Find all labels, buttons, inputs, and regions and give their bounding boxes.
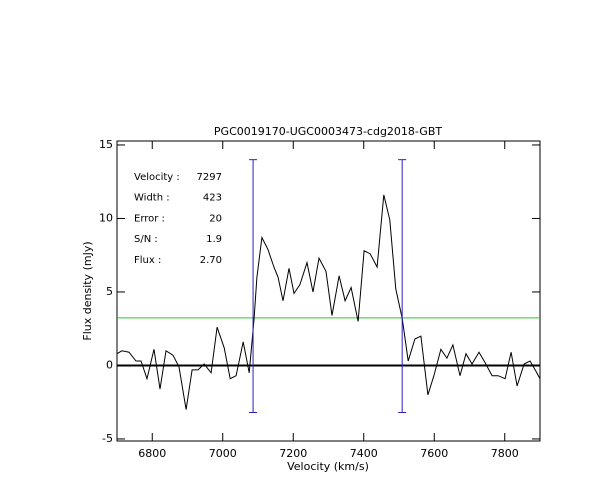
- annotation-value: 20: [209, 213, 222, 224]
- annotation-label: Flux :: [134, 255, 161, 266]
- annotation-value: 1.9: [206, 234, 222, 245]
- y-tick-label: 5: [106, 285, 113, 298]
- annotation-value: 2.70: [200, 255, 222, 266]
- spectrum-line: [116, 194, 541, 410]
- x-tick-label: 7800: [491, 447, 519, 460]
- x-tick-label: 7600: [420, 447, 448, 460]
- annotation-label: Width :: [134, 193, 170, 204]
- x-tick-label: 6800: [138, 447, 166, 460]
- x-tick-label: 7200: [279, 447, 307, 460]
- y-axis-label: Flux density (mJy): [81, 241, 94, 340]
- annotation-value: 7297: [197, 172, 222, 183]
- y-tick-label: 15: [99, 138, 113, 151]
- annotation-label: S/N :: [134, 234, 158, 245]
- y-tick-label: -5: [102, 432, 113, 445]
- plot-frame: [116, 140, 541, 442]
- y-tick-label: 10: [99, 211, 113, 224]
- chart-title: PGC0019170-UGC0003473-cdg2018-GBT: [214, 125, 442, 138]
- x-tick-label: 7400: [350, 447, 378, 460]
- annotation-label: Error :: [134, 213, 165, 224]
- x-tick-label: 7000: [209, 447, 237, 460]
- annotation-label: Velocity :: [134, 172, 180, 183]
- y-tick-label: 0: [106, 358, 113, 371]
- annotation-value: 423: [203, 193, 222, 204]
- x-axis-label: Velocity (km/s): [287, 460, 369, 473]
